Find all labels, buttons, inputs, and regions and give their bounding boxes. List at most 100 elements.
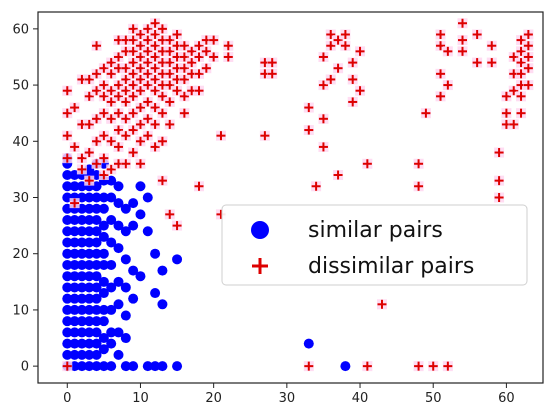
dissimilar-pair-point: [150, 63, 161, 74]
dissimilar-pair-point: [413, 158, 424, 169]
dissimilar-pair-point: [435, 91, 446, 102]
similar-pair-point: [69, 338, 80, 349]
similar-pair-point: [91, 259, 102, 270]
dissimilar-pair-point: [84, 119, 95, 130]
dissimilar-pair-point: [69, 198, 80, 209]
dissimilar-pair-point: [303, 102, 314, 113]
dissimilar-pair-point: [150, 74, 161, 85]
dissimilar-pair-point: [164, 119, 175, 130]
dissimilar-pair-point: [120, 130, 131, 141]
plot-frame: [37, 11, 544, 384]
similar-pair-point: [69, 237, 80, 248]
similar-pair-point: [172, 254, 183, 265]
similar-pair-point: [120, 333, 131, 344]
dissimilar-pair-point: [186, 57, 197, 68]
similar-pair-point: [150, 361, 161, 372]
similar-pair-point: [106, 192, 117, 203]
similar-pair-point: [135, 271, 146, 282]
similar-pair-point: [69, 259, 80, 270]
dissimilar-pair-point: [150, 141, 161, 152]
dissimilar-pair-point: [106, 68, 117, 79]
similar-pair-point: [113, 181, 124, 192]
dissimilar-pair-point: [120, 63, 131, 74]
dissimilar-pair-point: [179, 74, 190, 85]
dissimilar-pair-point: [164, 35, 175, 46]
dissimilar-pair-point: [347, 74, 358, 85]
dissimilar-pair-point: [98, 63, 109, 74]
dissimilar-pair-point: [128, 57, 139, 68]
similar-pair-point: [84, 349, 95, 360]
similar-pair-point: [62, 170, 73, 181]
dissimilar-pair-point: [98, 108, 109, 119]
legend-marker-dissimilar: [252, 258, 268, 274]
dissimilar-pair-point: [113, 141, 124, 152]
dissimilar-pair-point: [523, 51, 534, 62]
similar-pair-point: [106, 237, 117, 248]
y-tick-label: 40: [12, 135, 29, 150]
similar-pair-point: [106, 304, 117, 315]
dissimilar-pair-point: [523, 63, 534, 74]
dissimilar-pair-point: [157, 175, 168, 186]
dissimilar-pair-point: [164, 80, 175, 91]
similar-pair-point: [69, 271, 80, 282]
y-axis-ticks: 0 10 20 30 40 50 60: [12, 22, 38, 375]
dissimilar-pair-point: [135, 85, 146, 96]
dissimilar-pair-point: [523, 29, 534, 40]
similar-pair-point: [91, 226, 102, 237]
similar-pair-point: [84, 282, 95, 293]
dissimilar-pair-point: [128, 91, 139, 102]
dissimilar-pair-point: [516, 91, 527, 102]
similar-pair-point: [84, 237, 95, 248]
x-tick-label: 60: [498, 391, 515, 406]
dissimilar-pair-point: [215, 130, 226, 141]
dissimilar-pair-point: [91, 136, 102, 147]
similar-pair-point: [76, 237, 87, 248]
dissimilar-pair-point: [128, 147, 139, 158]
legend-label-dissimilar: dissimilar pairs: [308, 254, 474, 279]
dissimilar-pair-point: [135, 63, 146, 74]
dissimilar-pair-point: [435, 40, 446, 51]
dissimilar-pair-point: [69, 102, 80, 113]
legend: similar pairs dissimilar pairs: [221, 204, 528, 286]
similar-pair-point: [69, 226, 80, 237]
similar-pair-point: [62, 226, 73, 237]
dissimilar-pair-point: [179, 91, 190, 102]
dissimilar-pair-point: [267, 57, 278, 68]
similar-pair-point: [69, 181, 80, 192]
similar-pair-point: [91, 203, 102, 214]
dissimilar-pair-point: [142, 46, 153, 57]
dissimilar-pair-point: [142, 96, 153, 107]
similar-pair-point: [98, 192, 109, 203]
dissimilar-pair-point: [142, 68, 153, 79]
similar-pair-point: [76, 214, 87, 225]
dissimilar-pair-point: [259, 130, 270, 141]
dissimilar-pair-point: [172, 29, 183, 40]
similar-pair-point: [113, 349, 124, 360]
similar-pair-point: [98, 316, 109, 327]
similar-pair-point: [128, 293, 139, 304]
dissimilar-pair-point: [318, 80, 329, 91]
similar-pair-point: [84, 192, 95, 203]
similar-pair-point: [106, 338, 117, 349]
dissimilar-pair-point: [362, 158, 373, 169]
similar-pair-point: [120, 254, 131, 265]
dissimilar-pair-point: [164, 46, 175, 57]
similar-pair-point: [91, 304, 102, 315]
dissimilar-pair-point: [333, 170, 344, 181]
y-tick-label: 10: [12, 303, 29, 318]
similar-pair-point: [84, 338, 95, 349]
dissimilar-pair-point: [106, 136, 117, 147]
similar-pair-point: [120, 282, 131, 293]
dissimilar-pair-point: [106, 57, 117, 68]
x-tick-label: 10: [132, 391, 149, 406]
dissimilar-pair-point: [91, 40, 102, 51]
x-tick-label: 30: [279, 391, 296, 406]
similar-pair-point: [98, 248, 109, 259]
similar-pair-point: [303, 338, 314, 349]
dissimilar-pair-point: [267, 68, 278, 79]
dissimilar-pair-point: [98, 130, 109, 141]
dissimilar-pair-point: [150, 29, 161, 40]
legend-marker-similar: [251, 221, 269, 239]
dissimilar-pair-point: [325, 74, 336, 85]
similar-pair-point: [113, 220, 124, 231]
